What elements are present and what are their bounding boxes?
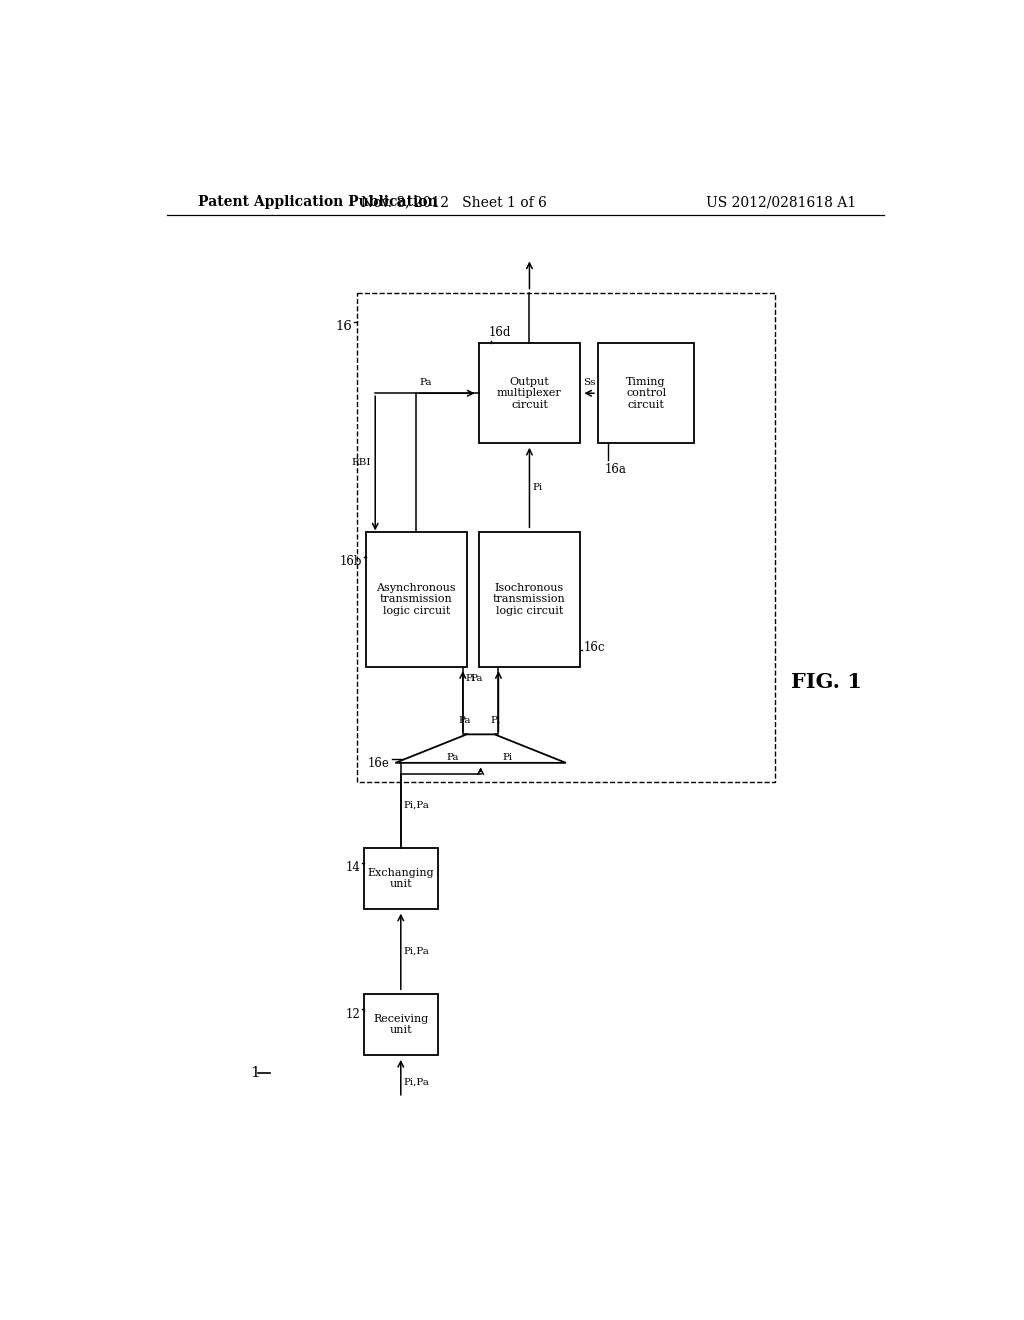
Text: Receiving
unit: Receiving unit [374,1014,429,1035]
Text: 12: 12 [346,1007,360,1020]
Text: 16d: 16d [488,326,511,339]
Text: Exchanging
unit: Exchanging unit [368,867,434,890]
Polygon shape [395,734,566,763]
Bar [366,532,467,667]
Text: Ss: Ss [583,378,595,387]
Bar [598,343,693,444]
Text: 14: 14 [346,862,360,874]
Text: US 2012/0281618 A1: US 2012/0281618 A1 [707,195,856,210]
Text: Pa: Pa [471,673,483,682]
Text: Nov. 8, 2012   Sheet 1 of 6: Nov. 8, 2012 Sheet 1 of 6 [360,195,547,210]
Text: 16a: 16a [604,462,627,475]
Text: Patent Application Publication: Patent Application Publication [198,195,437,210]
Text: Isochronous
transmission
logic circuit: Isochronous transmission logic circuit [494,582,566,616]
Bar [479,532,580,667]
Text: Asynchronous
transmission
logic circuit: Asynchronous transmission logic circuit [377,582,456,616]
Text: Pi: Pi [503,752,512,762]
Text: 1: 1 [251,1067,260,1080]
Bar [356,293,775,781]
Text: 16c: 16c [584,640,605,653]
Text: Pi: Pi [465,673,475,682]
Bar [365,847,438,909]
Text: 16b: 16b [340,554,362,568]
Text: Pa: Pa [458,717,471,725]
Text: Pi,Pa: Pi,Pa [403,1078,430,1086]
Text: 16e: 16e [368,756,389,770]
Text: Output
multiplexer
circuit: Output multiplexer circuit [497,376,562,409]
Text: RBI: RBI [352,458,372,467]
Text: Timing
control
circuit: Timing control circuit [626,376,667,409]
Text: Pi,Pa: Pi,Pa [403,801,430,809]
Text: 16: 16 [336,321,352,333]
Text: FIG. 1: FIG. 1 [791,672,861,692]
Text: Pi,Pa: Pi,Pa [403,946,430,956]
Bar [479,343,580,444]
Text: Pa: Pa [446,752,459,762]
Text: Pi: Pi [532,483,543,491]
Bar [365,994,438,1056]
Text: Pi: Pi [490,717,501,725]
Text: Pa: Pa [420,378,432,387]
